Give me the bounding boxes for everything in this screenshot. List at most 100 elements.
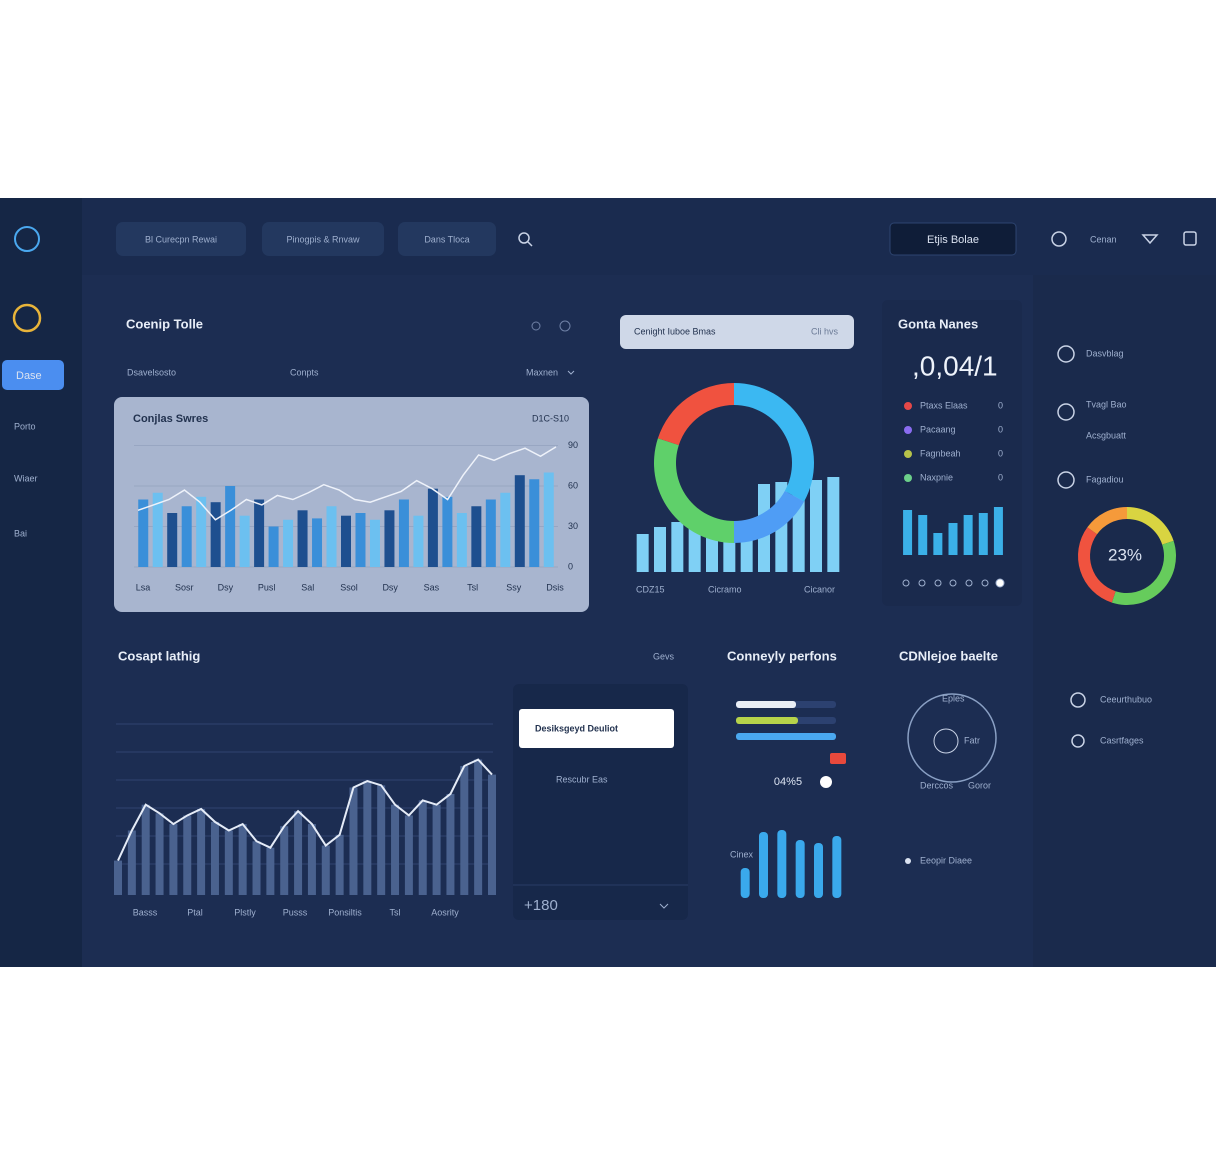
bar: [312, 518, 323, 567]
chart-title: Conjlas Swres: [133, 413, 208, 425]
chevron[interactable]: [659, 903, 669, 909]
panel-title: Coenip Tolle: [126, 316, 203, 331]
filter-icon[interactable]: [1141, 234, 1159, 245]
gauge-inner: Fatr: [964, 735, 980, 745]
list-item[interactable]: Rescubr Eas: [556, 774, 608, 784]
sidebar: [0, 198, 82, 967]
y-tick-label: 90: [568, 440, 578, 450]
label: Goror: [968, 780, 991, 790]
bar: [918, 515, 928, 555]
tab-label[interactable]: Pinogpis & Rnvaw: [286, 234, 360, 244]
x-tick-label: Tsl: [390, 907, 401, 917]
x-tick-label: Ptal: [187, 907, 203, 917]
bar: [832, 836, 842, 898]
bar: [963, 515, 973, 555]
icon: [1057, 403, 1075, 421]
tab-label[interactable]: Bl Curecpn Rewai: [145, 234, 217, 244]
badge: D1C-S10: [532, 413, 569, 423]
legend-label: Pacaang: [920, 424, 956, 434]
search-icon[interactable]: [518, 232, 530, 244]
bar: [688, 524, 701, 572]
tab[interactable]: [116, 222, 246, 256]
bar: [740, 868, 750, 898]
note: Eeopir Diaee: [920, 855, 972, 865]
logo[interactable]: [14, 226, 40, 252]
stripe: [335, 834, 344, 895]
stripe: [377, 785, 386, 895]
menu-item[interactable]: Dasvblag: [1086, 348, 1124, 358]
x-tick-label: Pusl: [258, 582, 276, 592]
chat-icon[interactable]: [1051, 231, 1067, 247]
nav-item[interactable]: Porto: [14, 421, 36, 431]
icon[interactable]: [531, 321, 541, 331]
bar: [196, 496, 207, 567]
big-number: ,0,04/1: [912, 350, 998, 381]
legend-label: Ptaxs Elaas: [920, 400, 968, 410]
dot: [905, 858, 911, 864]
progress-bar: [736, 733, 836, 740]
x-tick-label: Ssy: [506, 582, 522, 592]
bar: [355, 513, 366, 567]
bar: [514, 475, 525, 567]
gauge: [907, 693, 997, 783]
wallet-icon[interactable]: [12, 303, 42, 333]
bar: [210, 502, 221, 567]
donut-segment: [1127, 507, 1174, 545]
menu-item[interactable]: Ceeurthubuo: [1100, 694, 1152, 704]
progress-bar: [736, 701, 796, 708]
bar: [500, 492, 511, 567]
stripe: [210, 821, 219, 895]
panel-title: CDNlejoe baelte: [899, 648, 998, 663]
search-input[interactable]: [620, 315, 854, 349]
bar: [471, 506, 482, 567]
bar: [326, 506, 337, 567]
menu-item[interactable]: Casrtfages: [1100, 735, 1144, 745]
selected-label[interactable]: Desiksgeyd Deuliot: [535, 723, 618, 733]
bar: [827, 477, 840, 572]
bar-label: Cinex: [730, 849, 754, 859]
stripe: [155, 813, 164, 895]
x-tick-label: Plstly: [234, 907, 256, 917]
active-nav[interactable]: [2, 360, 64, 390]
primary-button[interactable]: [889, 222, 1017, 256]
legend-dot: [904, 474, 912, 482]
menu-item[interactable]: Acsgbuatt: [1086, 430, 1127, 440]
stripe: [404, 815, 413, 895]
icon: [1070, 692, 1086, 708]
legend-value: 0: [998, 472, 1003, 482]
bar: [543, 472, 554, 567]
nav-item[interactable]: Wiaer: [14, 473, 38, 483]
bar: [297, 510, 308, 567]
nav-item[interactable]: Dase: [16, 370, 42, 382]
bar: [268, 526, 279, 567]
bar: [181, 506, 192, 567]
bar: [978, 513, 988, 555]
gauge-label: Eples: [942, 693, 965, 703]
input-text[interactable]: Cenight Iuboe Bmas: [634, 326, 716, 336]
stripe: [349, 787, 358, 895]
user-name[interactable]: Cenan: [1090, 234, 1117, 244]
button-label[interactable]: Etjis Bolae: [927, 234, 979, 246]
tab[interactable]: [398, 222, 496, 256]
tab[interactable]: [262, 222, 384, 256]
stripe: [432, 804, 441, 895]
x-tick-label: Aosrity: [431, 907, 459, 917]
menu-item[interactable]: Fagadiou: [1086, 474, 1124, 484]
x-tick-label: Dsis: [546, 582, 564, 592]
export-icon[interactable]: [1183, 231, 1197, 246]
selected-item[interactable]: [519, 709, 674, 748]
filter[interactable]: Conpts: [290, 367, 319, 377]
stripe: [446, 793, 455, 895]
menu-item[interactable]: Tvagl Bao: [1086, 399, 1127, 409]
dropdown[interactable]: Maxnen: [526, 367, 558, 377]
filter[interactable]: Dsavelsosto: [127, 367, 176, 377]
x-tick-label: Dsy: [218, 582, 234, 592]
label: Derccos: [920, 780, 954, 790]
stripe: [127, 830, 136, 895]
nav-item[interactable]: Bai: [14, 528, 27, 538]
icon[interactable]: [559, 320, 571, 332]
axis-label: Cicramo: [708, 584, 742, 594]
tab-label[interactable]: Dans Tloca: [424, 234, 469, 244]
stripe: [294, 811, 303, 895]
x-tick-label: Lsa: [136, 582, 151, 592]
